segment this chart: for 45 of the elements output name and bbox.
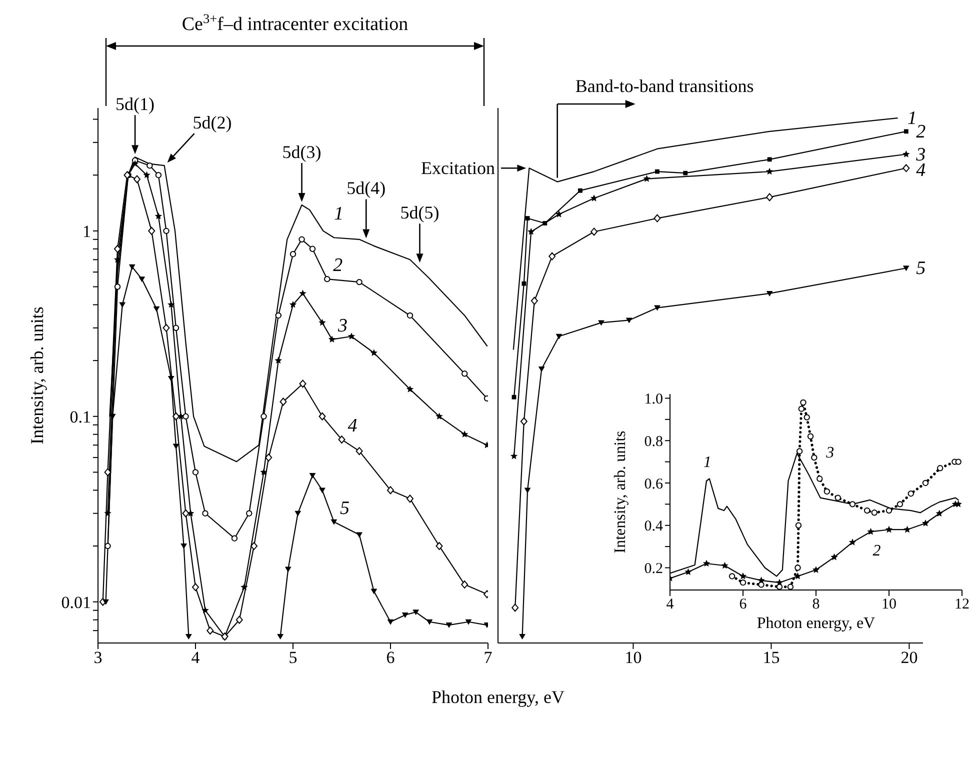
- x-tick-label: 15: [762, 648, 780, 668]
- y-tick-label: 0.1: [70, 407, 91, 426]
- x-tick-label: 10: [624, 648, 642, 668]
- x-tick-label: 4: [191, 648, 200, 668]
- annotation: Band-to-band transitions: [575, 76, 754, 96]
- y-tick-label: 0.01: [61, 592, 91, 612]
- series-label: 2: [872, 542, 881, 560]
- annotation: 5d(2): [192, 112, 232, 133]
- x-tick-label: 20: [900, 648, 918, 668]
- x-tick-label: 7: [484, 648, 493, 668]
- y-axis-title: Intensity, arb. units: [27, 306, 47, 444]
- annotation: 5d(3): [282, 142, 322, 162]
- annotation: 5d(5): [400, 202, 440, 223]
- annotation: 5d(1): [116, 94, 155, 114]
- x-tick-label: 8: [812, 596, 820, 613]
- series-label: 1: [703, 454, 712, 471]
- annotation: 5d(4): [346, 178, 386, 198]
- series-label: 2: [333, 255, 344, 276]
- x-tick-label: 6: [739, 596, 748, 613]
- series-label: 5: [916, 258, 926, 280]
- y-tick-label: 1: [82, 222, 91, 241]
- annotation: Excitation: [421, 158, 495, 178]
- x-tick-label: 6: [386, 648, 395, 668]
- x-tick-label: 10: [882, 596, 896, 613]
- y-tick-label: 0.4: [644, 518, 664, 535]
- legend-label: 1: [334, 204, 344, 225]
- x-tick-label: 5: [288, 648, 298, 668]
- y-axis-title: Intensity, arb. units: [612, 430, 628, 554]
- series-label: 3: [825, 444, 834, 462]
- x-tick-label: 3: [94, 648, 102, 668]
- series-label: 2: [916, 121, 926, 142]
- y-tick-label: 1.0: [644, 392, 663, 408]
- y-tick-label: 0.2: [644, 561, 663, 578]
- series-label: 4: [348, 416, 358, 437]
- series-label: 3: [337, 315, 348, 336]
- series-label: 4: [916, 160, 926, 182]
- x-tick-label: 12: [954, 596, 970, 613]
- series-label: 1: [907, 108, 917, 130]
- x-tick-label: 4: [666, 596, 674, 613]
- y-tick-label: 0.8: [644, 434, 663, 450]
- series-label: 5: [340, 498, 350, 519]
- x-axis-title: Photon energy, eV: [432, 687, 564, 707]
- text: Ce$^{3+}$f–d intracenter excitation: [182, 10, 409, 35]
- x-axis-title: Photon energy, eV: [756, 615, 876, 632]
- y-tick-label: 0.6: [644, 476, 664, 492]
